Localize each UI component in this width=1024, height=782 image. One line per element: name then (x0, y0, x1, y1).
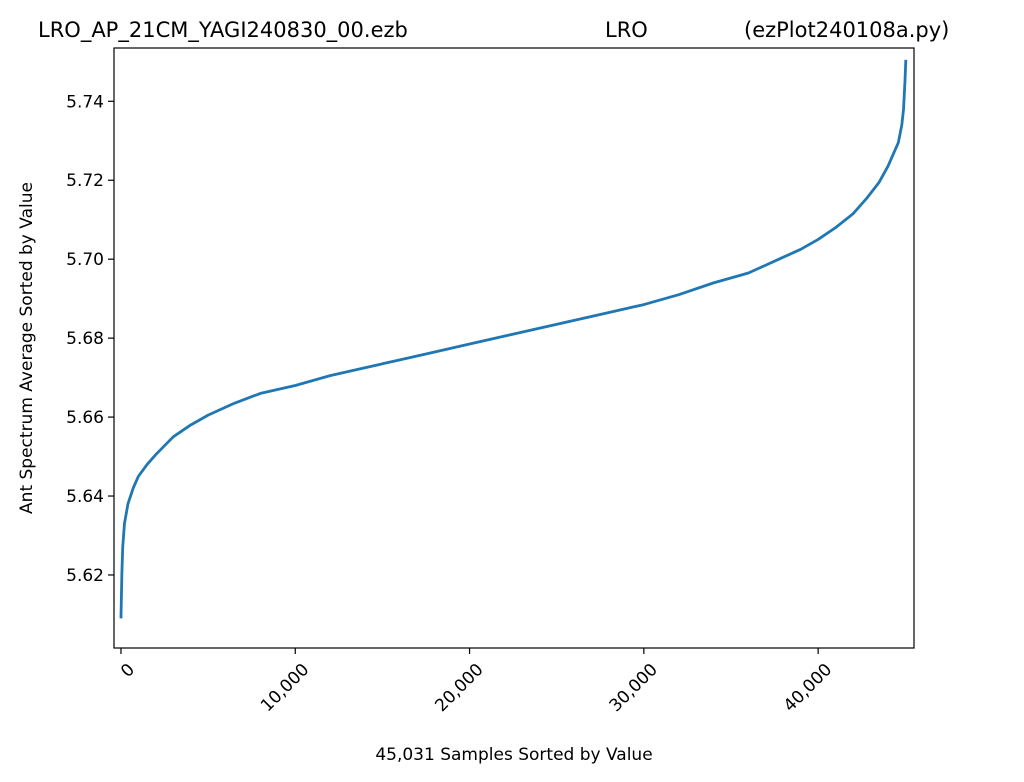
header-script-name: (ezPlot240108a.py) (744, 18, 949, 42)
y-tick-label-1: 5.64 (66, 487, 104, 507)
y-tick-label-2: 5.66 (66, 408, 104, 428)
y-tick-label-3: 5.68 (66, 329, 104, 349)
plot-area (119, 59, 908, 619)
y-tick-label-6: 5.74 (66, 92, 104, 112)
y-tick-label-5: 5.72 (66, 171, 104, 191)
series-line-0 (119, 59, 908, 619)
y-tick-label-0: 5.62 (66, 566, 104, 586)
y-axis-label: Ant Spectrum Average Sorted by Value (17, 182, 37, 514)
header-file-name: LRO_AP_21CM_YAGI240830_00.ezb (38, 18, 408, 43)
x-axis-label: 45,031 Samples Sorted by Value (375, 745, 652, 765)
y-tick-label-4: 5.70 (66, 250, 104, 270)
axes-frame (113, 47, 915, 649)
header-station: LRO (605, 18, 648, 42)
y-axis-ticks: 5.62 5.64 5.66 5.68 5.70 5.72 5.74 (66, 92, 114, 586)
